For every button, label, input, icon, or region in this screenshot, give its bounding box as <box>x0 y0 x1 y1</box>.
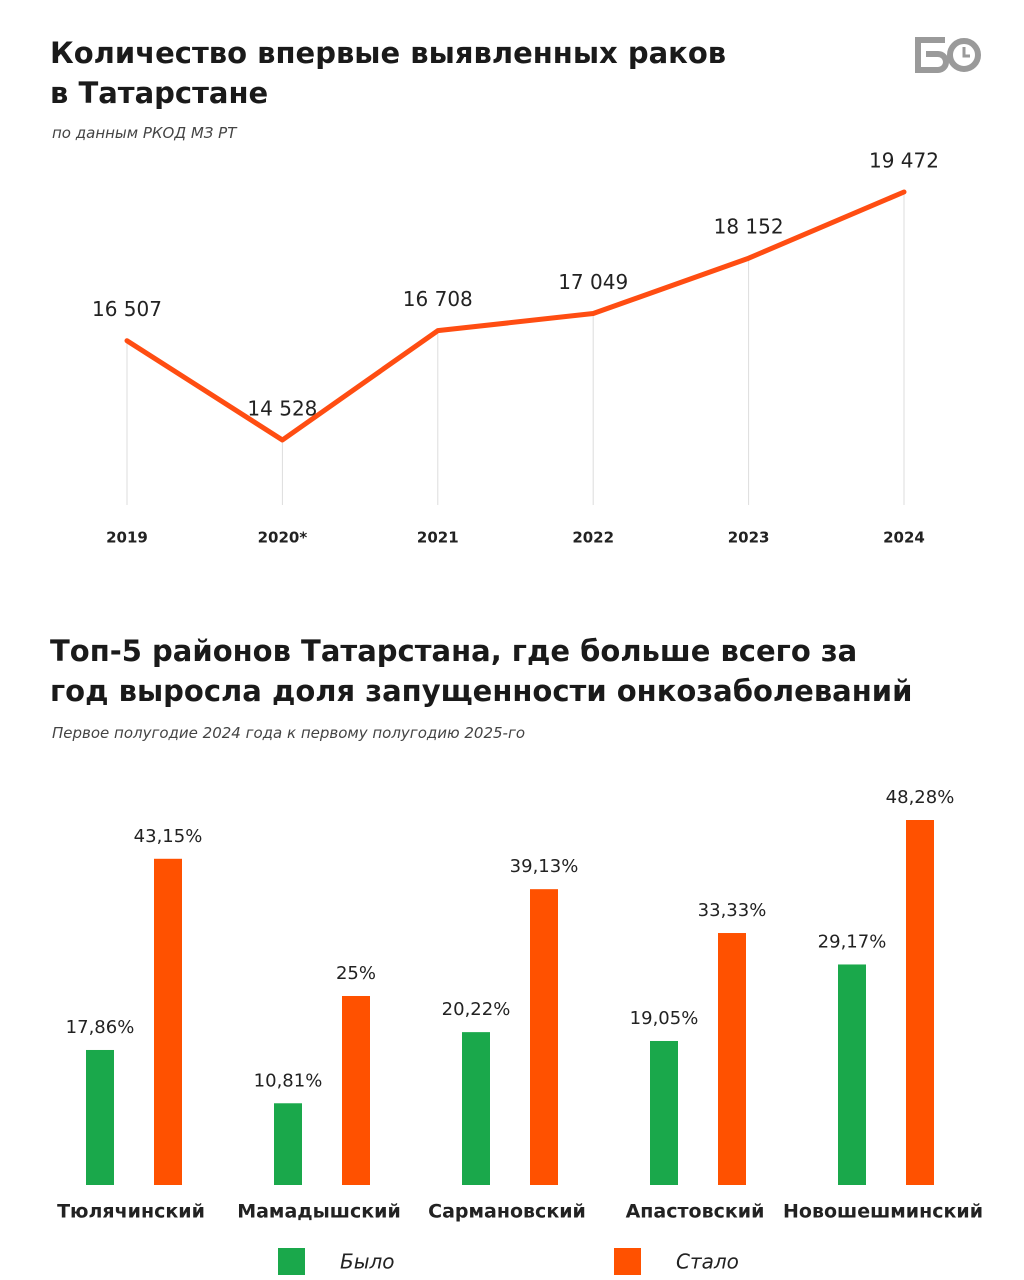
data-label: 17,86% <box>66 1017 135 1038</box>
chart-title: Количество впервые выявленных раков в Та… <box>50 36 727 110</box>
x-tick-label: Мамадышский <box>237 1201 401 1223</box>
data-label: 19 472 <box>869 149 939 173</box>
x-tick-label: Апастовский <box>626 1201 765 1223</box>
x-tick-label: 2024 <box>883 529 925 547</box>
legend-label: Стало <box>676 1250 739 1274</box>
data-label: 14 528 <box>247 397 317 421</box>
bar <box>530 889 558 1185</box>
data-label: 39,13% <box>510 856 579 877</box>
x-tick-label: 2020* <box>258 529 308 547</box>
x-tick-label: 2023 <box>728 529 770 547</box>
data-label: 20,22% <box>442 999 511 1020</box>
data-label: 19,05% <box>630 1008 699 1029</box>
x-tick-label: 2022 <box>572 529 614 547</box>
chart-subtitle: Первое полугодие 2024 года к первому пол… <box>52 724 526 742</box>
x-tick-label: Тюлячинский <box>57 1201 205 1223</box>
legend-swatch <box>278 1248 305 1275</box>
bar <box>718 933 746 1185</box>
bar <box>274 1103 302 1185</box>
bar <box>342 995 370 1185</box>
x-tick-label: Новошешминский <box>783 1201 983 1223</box>
bar <box>154 858 182 1185</box>
data-label: 16 708 <box>403 287 473 311</box>
data-label: 18 152 <box>714 215 784 239</box>
chart-title: Топ-5 районов Татарстана, где больше все… <box>50 634 913 708</box>
data-label: 25% <box>336 963 376 984</box>
chart-subtitle: по данным РКОД МЗ РТ <box>52 124 237 142</box>
legend-swatch <box>614 1248 641 1275</box>
logo <box>915 37 981 73</box>
x-tick-label: Сармановский <box>428 1201 586 1223</box>
data-label: 43,15% <box>134 826 203 847</box>
bar <box>906 820 934 1185</box>
data-label: 17 049 <box>558 270 628 294</box>
bar <box>650 1040 678 1185</box>
bar <box>462 1032 490 1185</box>
bar <box>86 1049 114 1185</box>
data-label: 10,81% <box>254 1070 323 1091</box>
legend-label: Было <box>340 1250 395 1274</box>
data-label: 33,33% <box>698 900 767 921</box>
data-label: 29,17% <box>818 931 887 952</box>
line <box>124 189 907 443</box>
data-label: 16 507 <box>92 297 162 321</box>
x-tick-label: 2021 <box>417 529 459 547</box>
data-label: 48,28% <box>886 787 955 808</box>
bar <box>838 964 866 1185</box>
x-tick-label: 2019 <box>106 529 148 547</box>
